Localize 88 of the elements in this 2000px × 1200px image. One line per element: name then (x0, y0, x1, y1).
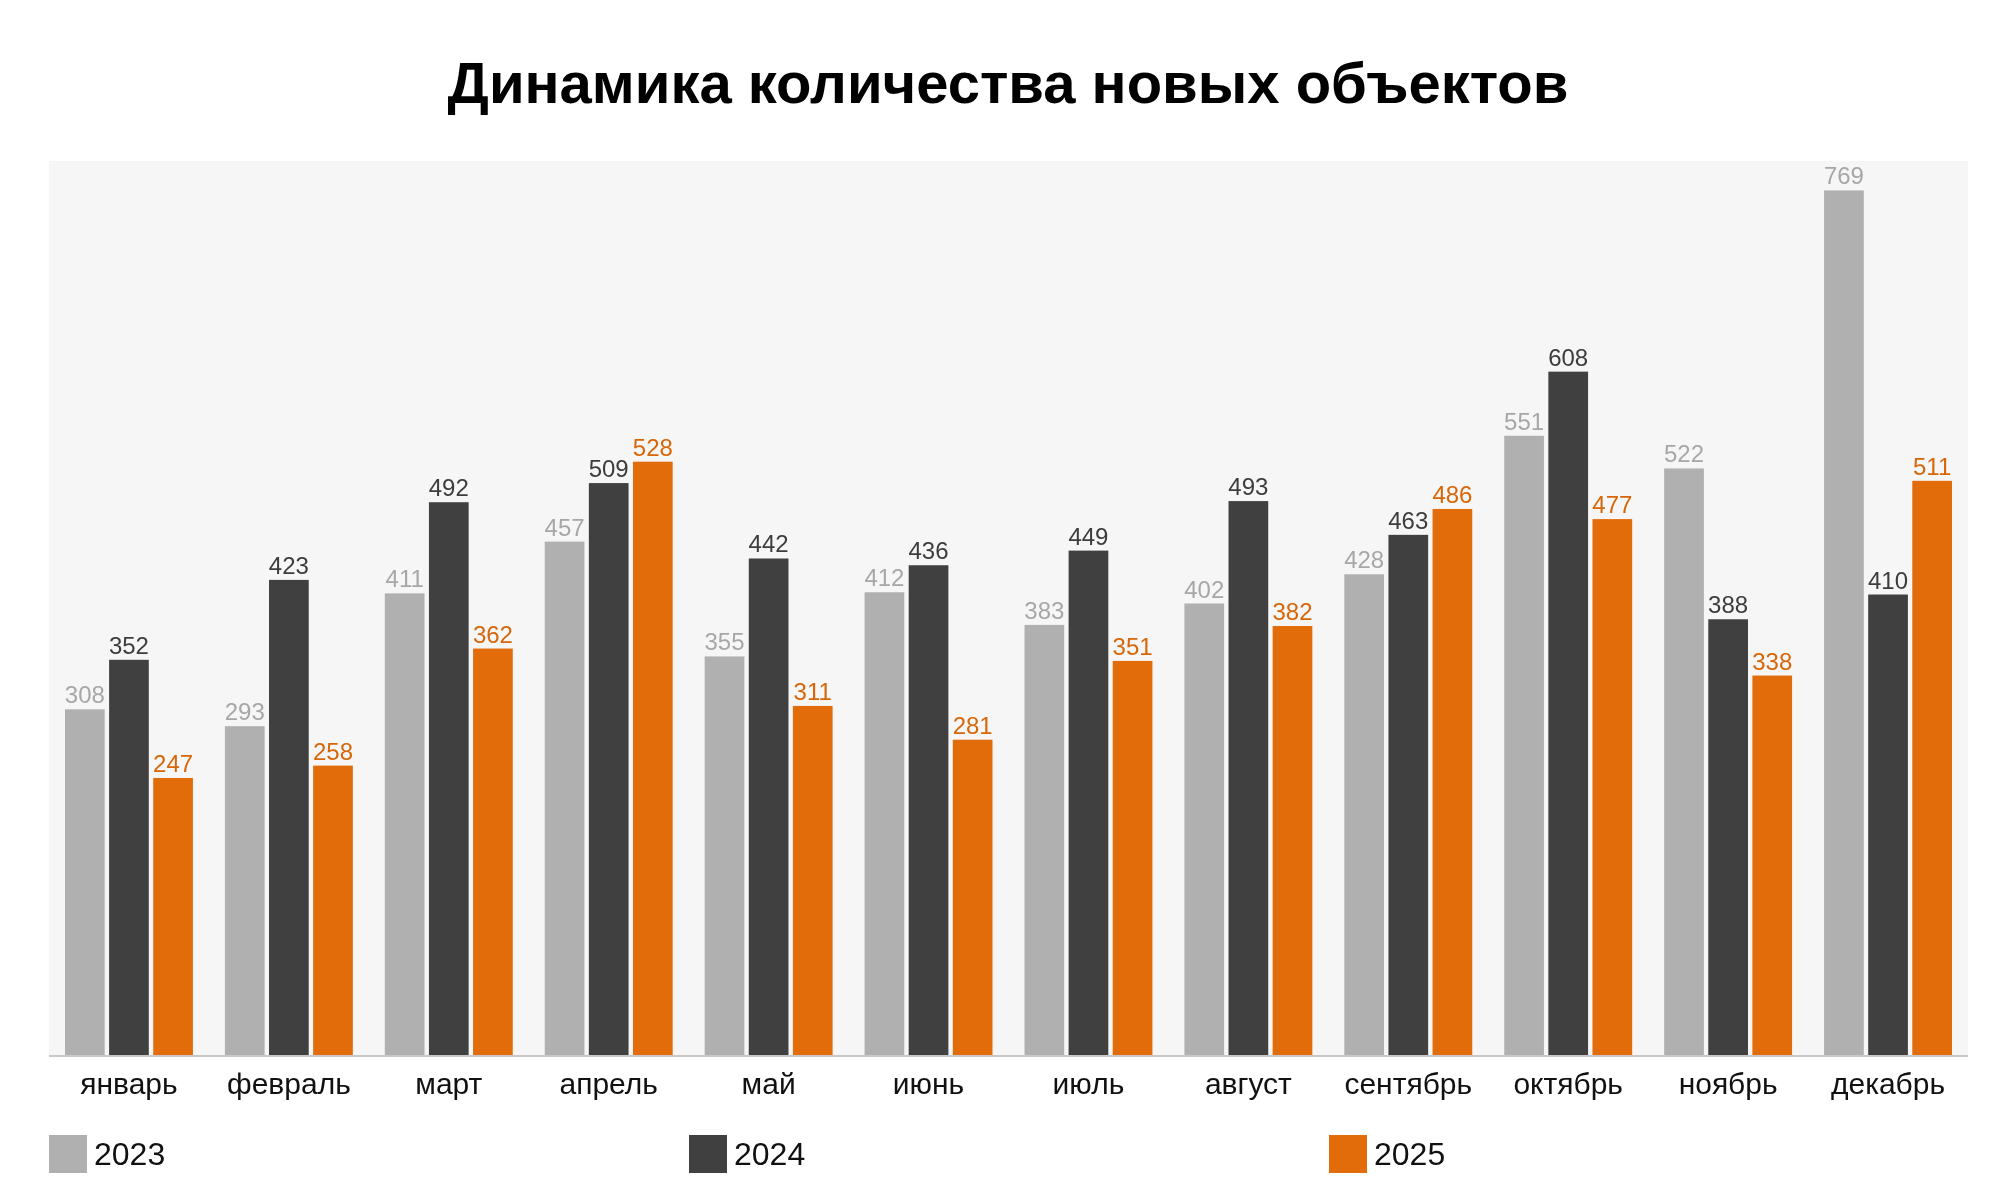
bar (1912, 480, 1952, 1056)
legend-label: 2024 (734, 1136, 806, 1172)
bar (1708, 619, 1748, 1056)
data-label: 493 (1228, 473, 1269, 501)
bar (632, 461, 673, 1056)
x-tick-label: июнь (892, 1067, 965, 1100)
bar (269, 579, 309, 1056)
legend-label: 2023 (94, 1136, 166, 1172)
bar (908, 565, 949, 1056)
bar (1868, 594, 1908, 1056)
data-label: 551 (1504, 407, 1545, 435)
data-label: 412 (864, 564, 905, 592)
x-tick-label: декабрь (1830, 1067, 1946, 1100)
data-label: 511 (1913, 452, 1952, 480)
bar (1344, 574, 1385, 1056)
bar (1184, 603, 1225, 1056)
bar (153, 777, 193, 1056)
data-label: 362 (472, 620, 513, 648)
x-tick-label: сентябрь (1344, 1067, 1473, 1100)
bar (748, 558, 789, 1056)
x-tick-label: февраль (226, 1067, 351, 1100)
bar (704, 656, 745, 1056)
x-tick-label: октябрь (1513, 1067, 1624, 1100)
data-label: 492 (428, 474, 469, 502)
bar (64, 709, 105, 1056)
data-label: 608 (1548, 343, 1589, 371)
bar (588, 483, 629, 1056)
data-label: 411 (385, 565, 424, 593)
x-tick-label: август (1204, 1067, 1293, 1100)
x-tick-label: ноябрь (1678, 1067, 1778, 1100)
bar (224, 726, 265, 1056)
bar (428, 502, 469, 1056)
data-label: 383 (1024, 596, 1065, 624)
data-label: 442 (748, 530, 789, 558)
x-tick-label: январь (80, 1067, 178, 1100)
bar (792, 705, 833, 1056)
data-label: 402 (1184, 575, 1225, 603)
data-label: 382 (1272, 598, 1313, 626)
x-tick-label: июль (1052, 1067, 1125, 1100)
data-label: 388 (1708, 591, 1749, 619)
bar (1824, 190, 1864, 1056)
data-label: 351 (1112, 632, 1153, 660)
data-label: 522 (1663, 440, 1705, 468)
data-label: 247 (153, 749, 194, 777)
bar (313, 765, 353, 1056)
x-tick-label: апрель (559, 1067, 658, 1100)
bar (1752, 675, 1793, 1056)
bar (1272, 626, 1313, 1056)
data-label: 436 (908, 537, 949, 565)
bar (1592, 519, 1633, 1056)
bar (109, 659, 149, 1056)
data-label: 769 (1823, 162, 1864, 190)
data-label: 338 (1752, 647, 1793, 675)
bar (384, 593, 425, 1056)
bar (952, 739, 993, 1056)
data-label: 528 (632, 433, 673, 461)
data-label: 509 (588, 455, 629, 483)
x-tick-label: март (415, 1067, 483, 1100)
data-label: 423 (268, 551, 309, 579)
data-label: 428 (1344, 546, 1385, 574)
data-label: 352 (108, 631, 149, 659)
data-label: 457 (544, 513, 585, 541)
bar (864, 592, 905, 1056)
bar (544, 541, 585, 1056)
bar (1024, 624, 1065, 1056)
data-label: 449 (1068, 522, 1109, 550)
bar (1664, 468, 1704, 1056)
data-label: 308 (64, 681, 105, 709)
data-label: 477 (1592, 491, 1633, 519)
data-label: 281 (952, 711, 993, 739)
bar (1228, 501, 1269, 1056)
bar (1068, 550, 1109, 1056)
x-tick-label: май (741, 1067, 796, 1100)
bar (473, 648, 513, 1056)
bar (1388, 534, 1429, 1056)
data-label: 258 (312, 737, 354, 765)
data-label: 486 (1432, 480, 1473, 508)
chart-title: Динамика количества новых объектов (447, 50, 1569, 115)
data-label: 355 (704, 628, 745, 656)
bar (1112, 660, 1153, 1056)
data-label: 311 (793, 677, 832, 705)
legend-label: 2025 (1374, 1136, 1446, 1172)
bar (1548, 371, 1589, 1056)
bar (1504, 435, 1544, 1056)
data-label: 463 (1388, 506, 1429, 534)
data-label: 293 (224, 698, 265, 726)
data-label: 410 (1868, 566, 1909, 594)
bar (1432, 508, 1473, 1056)
